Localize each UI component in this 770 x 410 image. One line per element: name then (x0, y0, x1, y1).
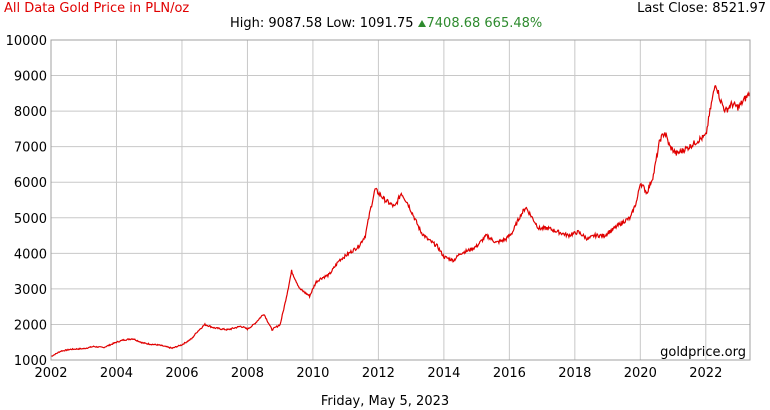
last-close-label: Last Close: (637, 1, 709, 16)
y-tick-label: 8000 (14, 105, 47, 120)
x-tick-label: 2004 (100, 366, 133, 381)
last-close: Last Close: 8521.97 (637, 1, 766, 16)
x-tick-label: 2018 (558, 366, 591, 381)
change-value: 7408.68 (426, 16, 481, 31)
y-tick-label: 7000 (14, 141, 47, 156)
high-label: High: (230, 16, 265, 31)
y-tick-label: 3000 (14, 283, 47, 298)
y-axis-ticks: 1000 2000 3000 4000 5000 6000 7000 8000 9000 1000… (6, 34, 47, 369)
chart-grid (50, 39, 750, 361)
y-tick-label: 9000 (14, 70, 47, 85)
change-percent: 665.48% (484, 16, 543, 31)
low-label: Low: (326, 16, 356, 31)
x-tick-label: 2014 (427, 366, 460, 381)
y-tick-label: 5000 (14, 212, 47, 227)
last-close-value: 8521.97 (712, 1, 766, 16)
y-tick-label: 2000 (14, 318, 47, 333)
x-tick-label: 2002 (34, 366, 67, 381)
x-tick-label: 2012 (362, 366, 395, 381)
chart-title: All Data Gold Price in PLN/oz (4, 1, 190, 16)
low-value: 1091.75 (359, 16, 414, 31)
y-tick-label: 10000 (6, 34, 47, 49)
y-tick-label: 4000 (14, 247, 47, 262)
x-tick-label: 2020 (624, 366, 657, 381)
watermark: goldprice.org (660, 345, 746, 360)
x-axis-ticks: 2002 2004 2006 2008 2010 2012 2014 2016 2018 2020… (34, 366, 722, 381)
x-tick-label: 2010 (296, 366, 329, 381)
stats-bar: High: 9087.58 Low: 1091.75 7408.68 665.48… (230, 16, 542, 31)
plot-frame (50, 39, 751, 361)
y-tick-label: 1000 (14, 354, 47, 369)
x-tick-label: 2022 (689, 366, 722, 381)
x-tick-label: 2016 (493, 366, 526, 381)
footer-date: Friday, May 5, 2023 (320, 394, 450, 409)
y-tick-label: 6000 (14, 176, 47, 191)
up-triangle-icon (417, 19, 426, 27)
x-tick-label: 2008 (231, 366, 264, 381)
gold-price-line (50, 84, 751, 357)
high-value: 9087.58 (268, 16, 323, 31)
x-tick-label: 2006 (165, 366, 198, 381)
